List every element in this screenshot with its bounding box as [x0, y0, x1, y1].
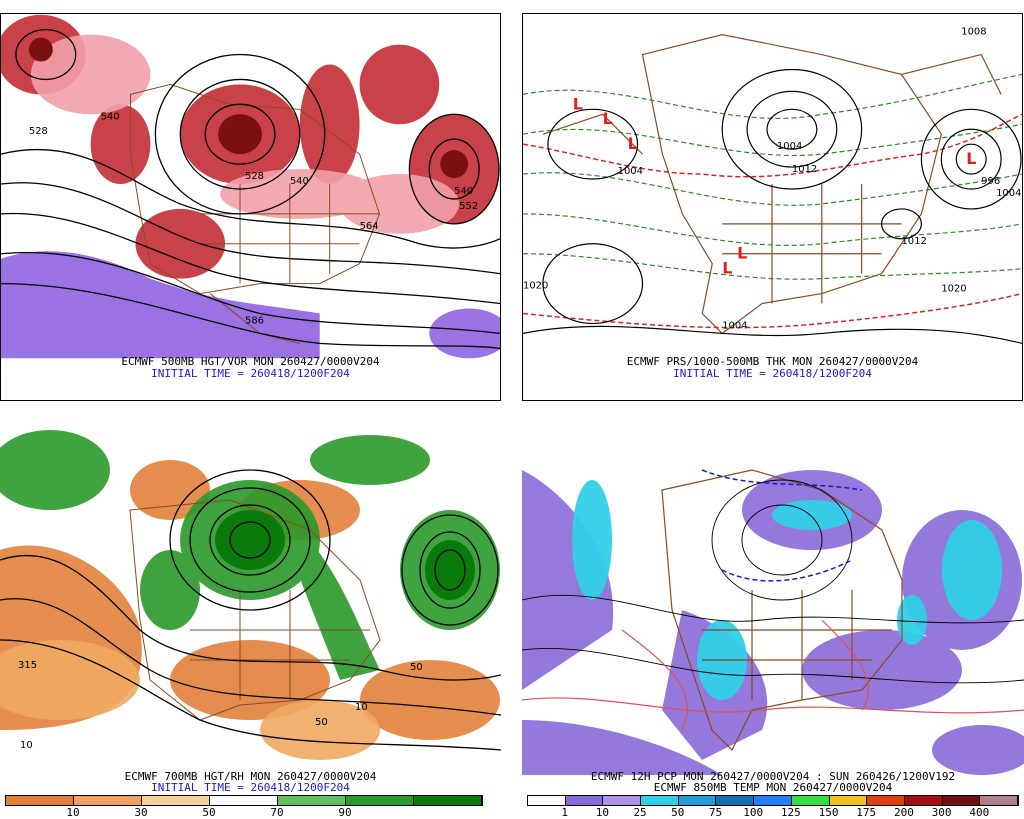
- colorbar-tick-label: 400: [969, 806, 990, 819]
- map-700mb: 315 10 50 50 10: [0, 430, 501, 775]
- colorbar-tick-label: 70: [270, 806, 284, 819]
- rh-label: 50: [410, 662, 423, 673]
- colorbar-tick-label: 90: [338, 806, 352, 819]
- pcp-colorbar-ticks: 1 10 25 50 75 100 125 150 175 200 300 400: [527, 806, 1017, 819]
- initial-time: INITIAL TIME = 260418/1200F204: [151, 367, 350, 380]
- svg-text:L: L: [722, 259, 732, 278]
- colorbar-tick-label: 10: [595, 806, 609, 819]
- panel-title: ECMWF PRS/1000-500MB THK MON 260427/0000…: [626, 355, 919, 368]
- colorbar-segment: [791, 796, 830, 805]
- rh-colorbar: [5, 795, 483, 806]
- colorbar-segment: [565, 796, 604, 805]
- colorbar-segment: [74, 796, 142, 805]
- colorbar-tick-label: 30: [134, 806, 148, 819]
- panel-500mb-hgt-vor: 528 540 564 552 586 540 528 540 ECMWF 50…: [0, 13, 501, 401]
- thickness-red: [523, 113, 1022, 329]
- isobars: [523, 68, 1022, 344]
- contour-label: 315: [18, 660, 37, 671]
- colorbar-segment: [829, 796, 868, 805]
- thickness-green: [523, 73, 1022, 280]
- colorbar-segment: [528, 796, 566, 805]
- colorbar-tick-label: 25: [633, 806, 647, 819]
- colorbar-tick-label: 50: [671, 806, 685, 819]
- colorbar-segment: [942, 796, 981, 805]
- colorbar-tick-label: 1: [561, 806, 568, 819]
- isobar-label: 1012: [792, 164, 817, 175]
- colorbar-segment: [754, 796, 792, 805]
- temp-contours: [522, 479, 1024, 684]
- initial-time: INITIAL TIME = 260418/1200F204: [673, 367, 872, 380]
- colorbar-segment: [867, 796, 905, 805]
- initial-time: INITIAL TIME = 260418/1200F204: [151, 781, 350, 794]
- low-markers: LLL LLL: [573, 94, 977, 277]
- isobar-label: 1004: [996, 188, 1021, 199]
- pcp-colorbar: [527, 795, 1019, 806]
- isobar-label: 1020: [523, 281, 548, 292]
- height-contours: [1, 28, 500, 349]
- contour-label: 528: [29, 126, 48, 137]
- panel-title: ECMWF 500MB HGT/VOR MON 260427/0000V204: [121, 355, 380, 368]
- colorbar-segment: [142, 796, 210, 805]
- colorbar-segment: [6, 796, 74, 805]
- isobar-label: 1008: [961, 27, 986, 38]
- land-outlines: [129, 499, 381, 721]
- vorticity-core: [28, 37, 469, 179]
- land-outlines: [542, 33, 1002, 335]
- panel-subtitle: ECMWF 850MB TEMP MON 260427/0000V204: [653, 781, 893, 794]
- contour-label: 540: [454, 186, 473, 197]
- isobar-label: 1020: [941, 284, 966, 295]
- colorbar-segment: [603, 796, 642, 805]
- panel-title: ECMWF 12H PCP MON 260427/0000V204 : SUN …: [590, 770, 956, 783]
- colorbar-segment: [210, 796, 278, 805]
- colorbar-segment: [904, 796, 943, 805]
- svg-text:L: L: [573, 94, 583, 113]
- colorbar-tick-label: 100: [743, 806, 764, 819]
- colorbar-segment: [716, 796, 755, 805]
- colorbar-segment: [278, 796, 346, 805]
- panel-700mb-hgt-rh: 315 10 50 50 10 ECMWF 700MB HGT/RH MON 2…: [0, 430, 501, 819]
- map-prs-thk: LLL LLL 1004 1012 1004 996 1004 1012 102…: [523, 14, 1022, 359]
- rh-label: 50: [315, 717, 328, 728]
- contour-label: 540: [290, 176, 309, 187]
- colorbar-tick-label: 50: [202, 806, 216, 819]
- colorbar-tick-label: 175: [856, 806, 877, 819]
- colorbar-tick-label: 10: [66, 806, 80, 819]
- rh-colorbar-ticks: 10 30 50 70 90: [5, 806, 481, 819]
- colorbar-segment: [414, 796, 482, 805]
- colorbar-segment: [678, 796, 717, 805]
- colorbar-segment: [346, 796, 414, 805]
- svg-text:L: L: [966, 149, 976, 168]
- map-pcp: [522, 430, 1024, 775]
- map-500mb: 528 540 564 552 586 540 528 540: [1, 14, 500, 359]
- contour-label: 552: [459, 201, 478, 212]
- isobar-label: 1004: [722, 320, 747, 331]
- colorbar-tick-label: 125: [780, 806, 801, 819]
- rh-label: 10: [20, 740, 33, 751]
- isobar-label: 996: [981, 176, 1000, 187]
- colorbar-tick-label: 75: [708, 806, 723, 819]
- colorbar-segment: [980, 796, 1018, 805]
- contour-label: 540: [101, 111, 120, 122]
- colorbar-tick-label: 200: [893, 806, 914, 819]
- contour-label: 586: [245, 315, 264, 326]
- svg-text:L: L: [737, 244, 747, 263]
- colorbar-tick-label: 150: [818, 806, 839, 819]
- rh-label: 10: [355, 702, 368, 713]
- svg-text:L: L: [603, 109, 613, 128]
- isobar-label: 1004: [777, 141, 802, 152]
- panel-title: ECMWF 700MB HGT/RH MON 260427/0000V204: [124, 770, 377, 783]
- colorbar-segment: [641, 796, 679, 805]
- panel-pcp-850temp: ECMWF 12H PCP MON 260427/0000V204 : SUN …: [522, 430, 1024, 819]
- height-contours: [0, 469, 501, 751]
- land-outlines: [661, 469, 903, 752]
- colorbar-tick-label: 300: [931, 806, 952, 819]
- contour-label: 564: [360, 221, 379, 232]
- contour-label: 528: [245, 171, 264, 182]
- isobar-label: 1012: [901, 236, 926, 247]
- isobar-label: 1004: [618, 166, 643, 177]
- svg-text:L: L: [628, 134, 638, 153]
